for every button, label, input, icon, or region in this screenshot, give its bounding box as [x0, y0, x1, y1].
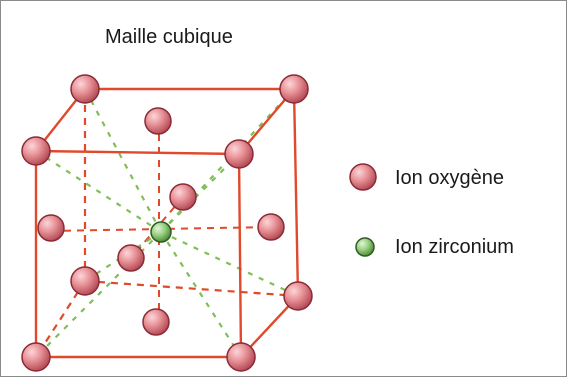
- oxygen-ion: [144, 107, 172, 135]
- oxygen-ion: [21, 136, 51, 166]
- legend: Ion oxygène Ion zirconium: [349, 163, 514, 258]
- legend-zirconium-label: Ion zirconium: [395, 236, 514, 258]
- hidden-edge-bottom: [84, 279, 299, 298]
- oxygen-ion: [283, 281, 313, 311]
- oxygen-ion: [21, 342, 51, 372]
- oxygen-ion: [142, 308, 170, 336]
- diagram-title: Maille cubique: [105, 26, 233, 48]
- oxygen-ion: [224, 139, 254, 169]
- oxygen-ion: [169, 183, 197, 211]
- hidden-edge-depth: [35, 280, 86, 358]
- back-right-edge: [292, 88, 300, 297]
- hidden-cube-edges: [35, 89, 299, 358]
- oxygen-ion: [70, 74, 100, 104]
- oxygen-ion: [117, 244, 145, 272]
- oxygen-ion: [37, 214, 65, 242]
- legend-oxygen-swatch: [349, 163, 377, 191]
- legend-zirconium-swatch: [355, 237, 375, 257]
- oxygen-ion: [257, 213, 285, 241]
- oxygen-ions: [21, 74, 313, 372]
- zirconium-ion: [150, 221, 172, 243]
- oxygen-ion: [226, 342, 256, 372]
- legend-oxygen-label: Ion oxygène: [395, 167, 504, 189]
- oxygen-ion: [70, 266, 100, 296]
- oxygen-ion: [279, 74, 309, 104]
